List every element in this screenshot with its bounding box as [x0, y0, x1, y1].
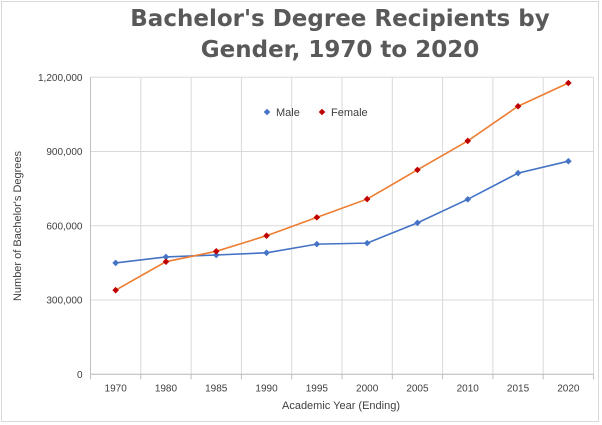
data-point-female — [464, 137, 472, 145]
data-point-female — [263, 232, 270, 239]
x-tick-label: 1980 — [155, 383, 178, 394]
data-point-male — [414, 219, 421, 227]
legend-label-male: Male — [276, 107, 300, 119]
data-point-male — [162, 253, 170, 261]
data-point-female — [112, 286, 119, 294]
x-tick-label: 2000 — [356, 383, 379, 394]
data-point-male — [363, 239, 371, 247]
data-point-male — [514, 169, 522, 177]
x-axis-label: Academic Year (Ending) — [282, 400, 400, 412]
legend-marker-female — [318, 108, 326, 116]
x-tick-label: 2010 — [457, 383, 480, 394]
x-tick-label: 1970 — [105, 383, 128, 394]
y-tick-label: 300,000 — [46, 296, 83, 307]
data-point-female — [414, 166, 421, 174]
data-point-male — [212, 251, 220, 259]
data-point-female — [313, 214, 321, 221]
data-point-male — [565, 157, 572, 165]
data-point-female — [514, 102, 522, 110]
x-tick-label: 2015 — [507, 383, 530, 394]
data-point-female — [363, 195, 371, 203]
legend-marker-male — [263, 108, 271, 116]
y-tick-label: 600,000 — [46, 221, 83, 232]
data-point-male — [112, 259, 119, 267]
legend-label-female: Female — [331, 107, 368, 119]
x-tick-label: 2020 — [557, 383, 580, 394]
y-tick-label: 900,000 — [46, 147, 83, 158]
x-tick-label: 1995 — [306, 383, 329, 394]
x-tick-label: 1990 — [255, 383, 278, 394]
data-point-female — [162, 258, 170, 265]
x-tick-label: 1985 — [205, 383, 228, 394]
y-tick-label: 1,200,000 — [38, 73, 83, 84]
data-point-female — [212, 247, 220, 255]
y-axis-label: Number of Bachelor's Degrees — [12, 150, 24, 301]
data-point-male — [313, 240, 321, 248]
data-point-female — [565, 79, 572, 87]
data-point-male — [263, 249, 270, 257]
series-line-female — [115, 82, 569, 291]
y-tick-label: 0 — [77, 370, 83, 381]
data-point-male — [464, 196, 472, 203]
chart-title: Bachelor's Degree Recipients by Gender, … — [130, 6, 550, 63]
x-tick-label: 2005 — [406, 383, 429, 394]
